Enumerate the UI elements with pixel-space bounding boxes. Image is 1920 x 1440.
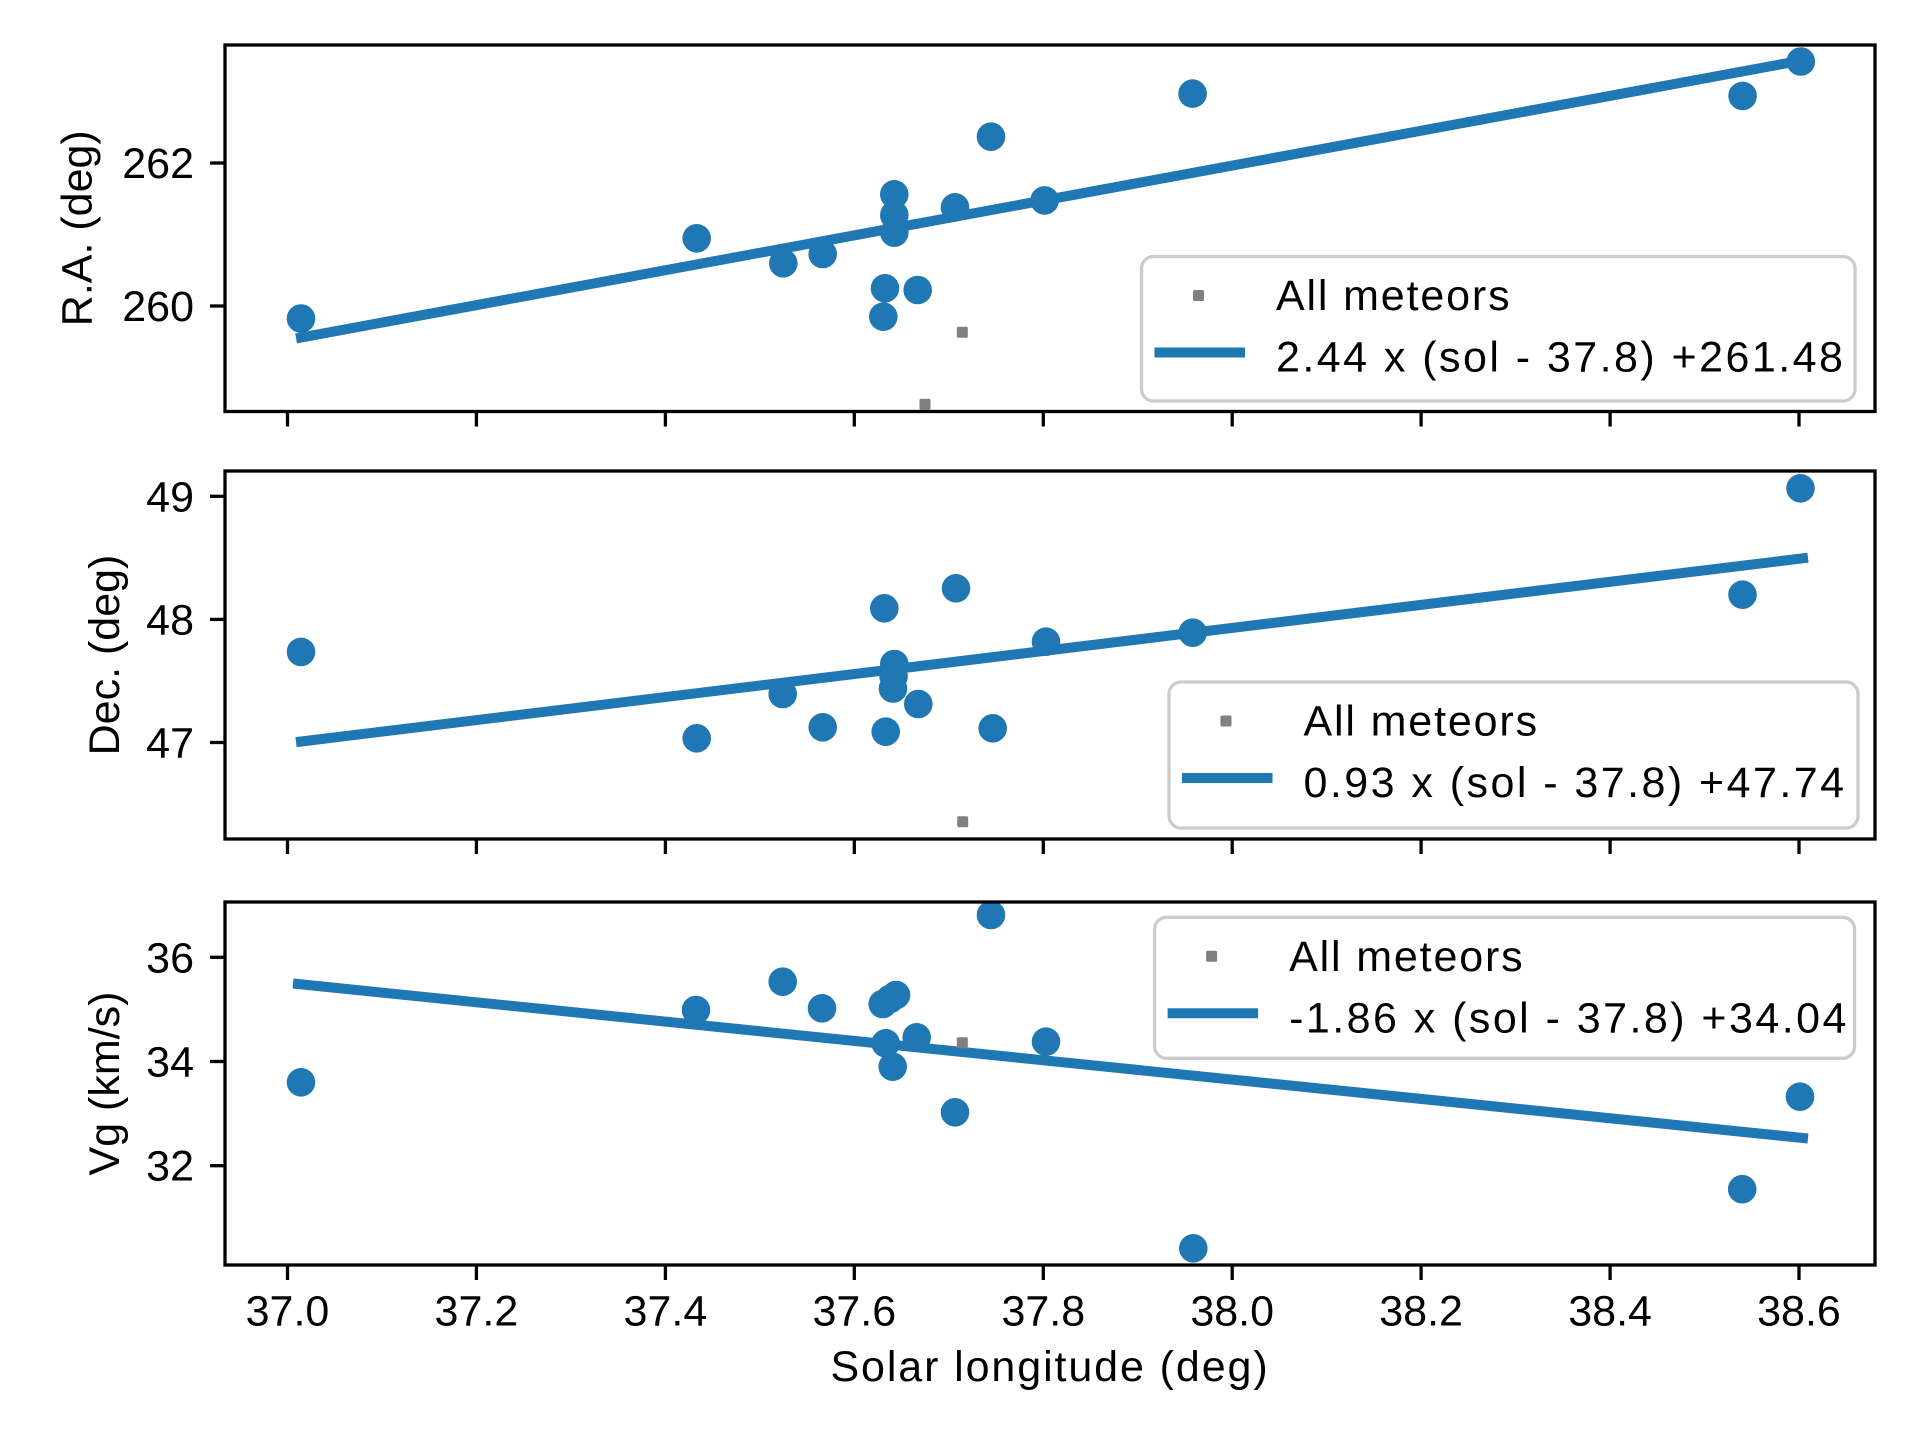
svg-text:All meteors: All meteors bbox=[1276, 272, 1511, 320]
svg-text:R.A. (deg): R.A. (deg) bbox=[54, 130, 102, 326]
svg-text:2.44 x (sol - 37.8) +261.48: 2.44 x (sol - 37.8) +261.48 bbox=[1276, 334, 1845, 382]
svg-text:-1.86 x (sol - 37.8) +34.04: -1.86 x (sol - 37.8) +34.04 bbox=[1289, 994, 1849, 1042]
svg-text:37.8: 37.8 bbox=[1001, 1287, 1085, 1335]
svg-text:38.2: 38.2 bbox=[1379, 1287, 1463, 1335]
svg-text:49: 49 bbox=[146, 473, 194, 521]
svg-text:38.4: 38.4 bbox=[1568, 1287, 1652, 1335]
svg-text:37.0: 37.0 bbox=[246, 1287, 330, 1335]
svg-text:37.4: 37.4 bbox=[624, 1287, 708, 1335]
svg-text:36: 36 bbox=[146, 934, 194, 982]
svg-text:262: 262 bbox=[122, 140, 194, 188]
svg-text:Solar longitude (deg): Solar longitude (deg) bbox=[830, 1343, 1269, 1391]
svg-text:38.0: 38.0 bbox=[1190, 1287, 1274, 1335]
svg-text:260: 260 bbox=[122, 283, 194, 331]
svg-text:37.2: 37.2 bbox=[435, 1287, 519, 1335]
svg-text:Vg (km/s): Vg (km/s) bbox=[81, 992, 129, 1176]
svg-text:All meteors: All meteors bbox=[1304, 698, 1539, 746]
svg-text:38.6: 38.6 bbox=[1757, 1287, 1841, 1335]
svg-text:37.6: 37.6 bbox=[812, 1287, 896, 1335]
svg-text:Dec. (deg): Dec. (deg) bbox=[81, 555, 129, 756]
svg-text:32: 32 bbox=[146, 1143, 194, 1191]
svg-text:0.93 x (sol - 37.8) +47.74: 0.93 x (sol - 37.8) +47.74 bbox=[1304, 759, 1847, 807]
svg-text:47: 47 bbox=[146, 720, 194, 768]
svg-text:48: 48 bbox=[146, 596, 194, 644]
svg-text:34: 34 bbox=[146, 1039, 194, 1087]
svg-text:All meteors: All meteors bbox=[1289, 933, 1524, 981]
